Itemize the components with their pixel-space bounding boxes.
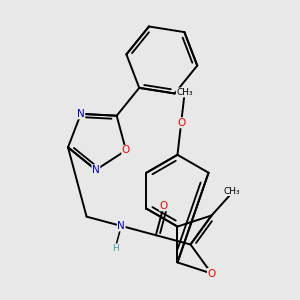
Text: CH₃: CH₃ xyxy=(176,88,193,97)
Text: CH₃: CH₃ xyxy=(224,187,240,196)
Text: O: O xyxy=(122,146,130,155)
Text: N: N xyxy=(117,221,125,231)
Text: O: O xyxy=(160,201,168,211)
Text: N: N xyxy=(92,165,100,175)
Text: H: H xyxy=(112,244,119,253)
Text: O: O xyxy=(208,268,216,278)
Text: O: O xyxy=(177,118,185,128)
Text: N: N xyxy=(77,109,85,119)
